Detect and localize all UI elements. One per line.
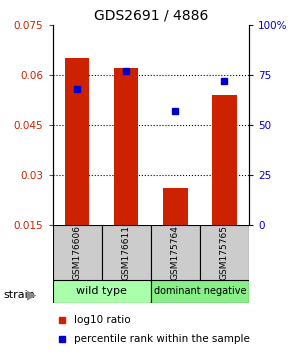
Text: GSM176606: GSM176606	[73, 225, 82, 280]
Title: GDS2691 / 4886: GDS2691 / 4886	[94, 8, 208, 22]
Text: strain: strain	[3, 290, 35, 299]
Text: GSM175764: GSM175764	[171, 225, 180, 280]
Bar	[65, 58, 89, 225]
Text: wild type: wild type	[76, 286, 127, 296]
Text: GSM175765: GSM175765	[220, 225, 229, 280]
Text: ▶: ▶	[27, 288, 36, 301]
Bar	[52, 225, 102, 280]
Bar	[114, 68, 139, 225]
Text: percentile rank within the sample: percentile rank within the sample	[74, 333, 250, 344]
Bar	[151, 225, 200, 280]
Bar	[102, 225, 151, 280]
Text: dominant negative: dominant negative	[154, 286, 246, 296]
Text: log10 ratio: log10 ratio	[74, 315, 131, 325]
Bar	[200, 225, 249, 280]
Bar	[151, 280, 249, 303]
Bar	[163, 188, 188, 225]
Bar	[212, 95, 237, 225]
Text: GSM176611: GSM176611	[122, 225, 131, 280]
Bar	[52, 280, 151, 303]
